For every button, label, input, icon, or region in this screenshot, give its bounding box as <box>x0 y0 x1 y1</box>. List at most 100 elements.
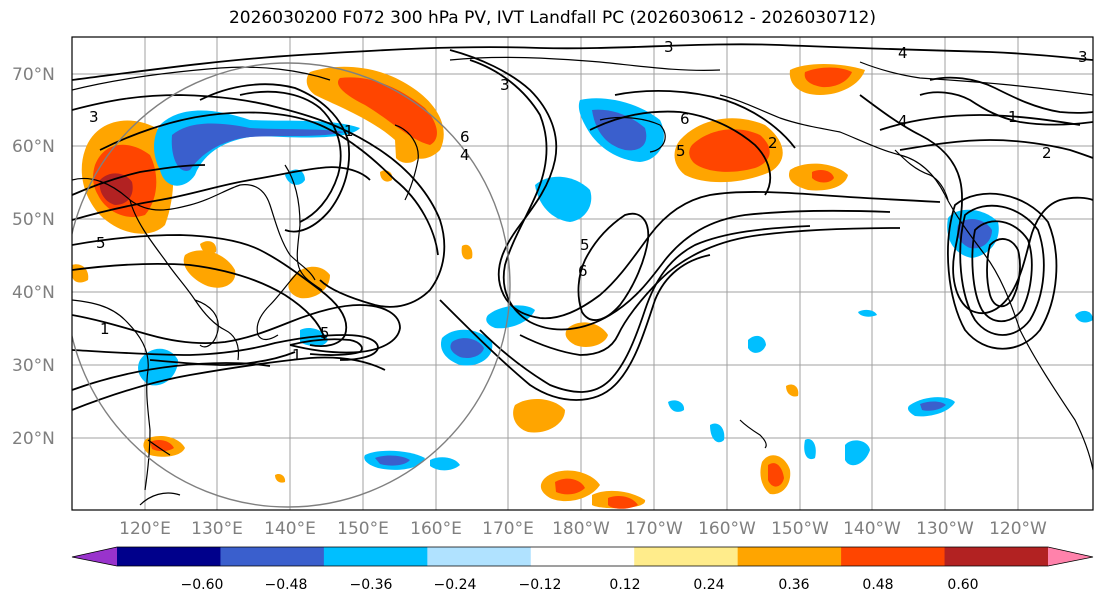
shade-area <box>183 250 236 288</box>
contour-label: 6 <box>460 128 470 146</box>
colorbar-tick-label: 0.24 <box>693 577 724 593</box>
lat-label: 20°N <box>12 429 55 449</box>
contour-label: 3 <box>664 38 674 56</box>
range-circle <box>72 62 511 508</box>
contour-label: 1 <box>292 346 302 364</box>
lon-label: 160°W <box>698 519 756 539</box>
shade-area <box>395 138 420 163</box>
contour-label: 5 <box>676 142 686 160</box>
contour-label: 4 <box>898 112 908 130</box>
contour-label: 2 <box>768 134 778 152</box>
contour-label: 6 <box>680 110 690 128</box>
shade-area <box>150 440 174 452</box>
colorbar-cell <box>841 547 946 566</box>
contour-label: 3 <box>500 76 510 94</box>
lon-label: 120°W <box>989 519 1047 539</box>
lon-label: 130°W <box>916 519 974 539</box>
pv-shading <box>72 64 1093 509</box>
contour-label: 2 <box>1042 144 1052 162</box>
colorbar-tick-label: −0.36 <box>350 577 393 593</box>
colorbar-tick-label: 0.36 <box>778 577 809 593</box>
ivt-contours <box>72 43 1093 411</box>
shade-area <box>375 455 410 466</box>
shade-area <box>430 457 460 471</box>
lon-label: 170°E <box>482 519 534 539</box>
shade-area <box>513 398 565 433</box>
colorbar-extend-low <box>72 547 117 566</box>
colorbar-tick-label: 0.60 <box>947 577 978 593</box>
lon-label: 140°W <box>843 519 901 539</box>
shade-area <box>786 384 799 397</box>
colorbar-tick-label: −0.12 <box>519 577 562 593</box>
colorbar-extend-high <box>1048 547 1093 566</box>
colorbar-cell <box>944 547 1049 566</box>
shade-area <box>768 463 784 487</box>
lat-label: 30°N <box>12 356 55 376</box>
shade-area <box>275 473 286 483</box>
shade-area <box>845 440 870 466</box>
shade-area <box>461 244 473 260</box>
shade-area <box>592 109 647 151</box>
contour-label: 5 <box>96 234 106 252</box>
shade-area <box>804 67 852 88</box>
shade-area <box>804 439 816 460</box>
lon-label: 130°E <box>191 519 243 539</box>
colorbar-tick-label: −0.48 <box>265 577 308 593</box>
colorbar-cell <box>427 547 532 566</box>
shade-area <box>858 309 877 317</box>
longitude-labels: 120°E 130°E 140°E 150°E 160°E 170°E 180°… <box>119 519 1047 539</box>
lat-label: 70°N <box>12 65 55 85</box>
colorbar-cell <box>737 547 842 566</box>
shade-area <box>668 400 685 412</box>
colorbar-tick-label: 0.12 <box>609 577 640 593</box>
colorbar-cell <box>634 547 739 566</box>
shade-area <box>920 401 946 411</box>
lat-label: 60°N <box>12 137 55 157</box>
colorbar-cell <box>530 547 635 566</box>
contour-label: 1 <box>1008 108 1018 126</box>
colorbar-tick-label: −0.24 <box>434 577 477 593</box>
lon-label: 150°W <box>771 519 829 539</box>
contour-labels: 3 4 3 4 1 2 1 3 6 5 6 5 1 5 1 3 5 4 6 2 <box>89 38 1088 364</box>
lon-label: 160°E <box>410 519 462 539</box>
shade-area <box>812 170 834 183</box>
colorbar-tick-label: −0.60 <box>181 577 224 593</box>
shade-area <box>748 335 766 353</box>
colorbar-tick-label: 0.48 <box>862 577 893 593</box>
latitude-labels: 70°N 60°N 50°N 40°N 30°N 20°N <box>12 65 55 449</box>
contour-label: 3 <box>1078 48 1088 66</box>
shade-area <box>450 338 484 358</box>
shade-area <box>171 123 345 171</box>
contour-label: 4 <box>898 44 908 62</box>
shade-area <box>486 305 535 329</box>
lon-label: 140°E <box>264 519 316 539</box>
colorbar-cell <box>117 547 221 566</box>
lat-label: 40°N <box>12 283 55 303</box>
contour-label: 3 <box>89 108 99 126</box>
lon-label: 180°W <box>552 519 610 539</box>
shade-area <box>1075 310 1093 323</box>
contour-label: 6 <box>578 262 588 280</box>
shade-area <box>306 66 444 159</box>
lon-label: 150°E <box>337 519 389 539</box>
shade-area <box>200 241 217 254</box>
shade-area <box>555 478 585 495</box>
contour-label: 4 <box>460 146 470 164</box>
colorbar: −0.60 −0.48 −0.36 −0.24 −0.12 0.12 0.24 … <box>71 546 1094 593</box>
contour-label: 5 <box>320 324 330 342</box>
lon-label: 170°W <box>625 519 683 539</box>
shade-area <box>337 77 437 145</box>
contour-label: 1 <box>344 122 354 140</box>
lon-label: 120°E <box>119 519 171 539</box>
shade-area <box>710 423 725 443</box>
map-title: 2026030200 F072 300 hPa PV, IVT Landfall… <box>228 8 876 28</box>
contour-label: 1 <box>100 320 110 338</box>
coastlines <box>72 56 1093 506</box>
shade-area <box>535 176 592 222</box>
colorbar-cell <box>323 547 428 566</box>
contour-label: 5 <box>580 236 590 254</box>
colorbar-outline <box>71 546 1094 567</box>
map-border <box>71 36 1094 511</box>
lat-label: 50°N <box>12 210 55 230</box>
